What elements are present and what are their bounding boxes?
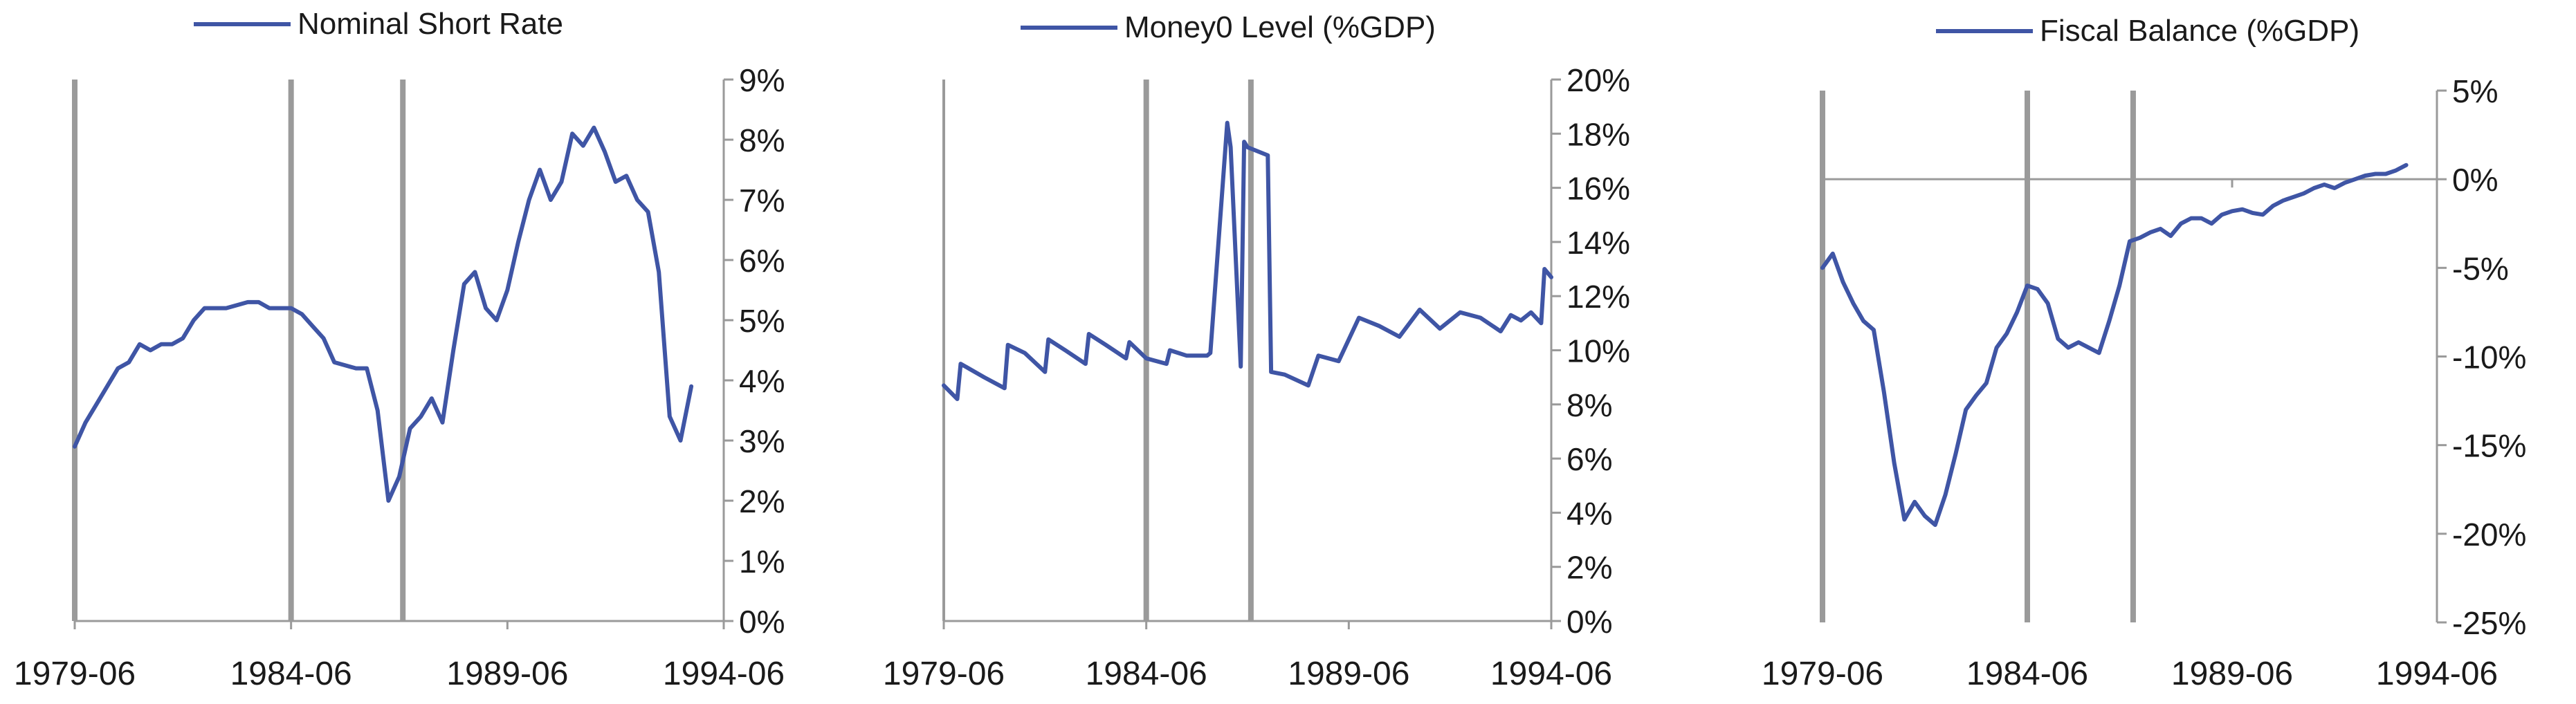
x-tick-label: 1989-06 (2171, 656, 2293, 692)
panel-fiscal-balance: Fiscal Balance (%GDP) -25% -20% -15% -10% -5%… (1762, 14, 2526, 692)
panel-money0-level: Money0 Level (%GDP) 0% 2% 4% 6% 8% 10% 12% 14% 16… (883, 10, 1630, 692)
series-line-fiscal-balance-gdp (1820, 163, 2409, 527)
y-tick-label: 2% (739, 483, 785, 519)
x-tick-label: 1989-06 (446, 656, 568, 692)
y-tick-label: 7% (739, 183, 785, 219)
y-tick-label: 8% (739, 122, 785, 158)
y-tick-label: 6% (1566, 441, 1612, 477)
x-tick-label: 1994-06 (1490, 656, 1612, 692)
series-line-nominal-short-rate (73, 125, 694, 503)
y-tick-label: 0% (2452, 162, 2498, 198)
y-tick-label: 9% (739, 62, 785, 98)
x-tick-label: 1979-06 (14, 656, 136, 692)
x-tick-label: 1984-06 (1966, 656, 2088, 692)
y-tick-label: -5% (2452, 250, 2509, 286)
y-tick-label: -10% (2452, 340, 2526, 376)
y-tick-label: 5% (2452, 73, 2498, 109)
legend-label: Fiscal Balance (%GDP) (2040, 14, 2359, 48)
y-tick-label: 18% (1566, 116, 1630, 152)
legend: Fiscal Balance (%GDP) (1936, 14, 2359, 48)
legend: Nominal Short Rate (194, 7, 563, 41)
y-tick-label: -15% (2452, 428, 2526, 464)
y-tick-label: -20% (2452, 517, 2526, 553)
y-tick-label: 16% (1566, 171, 1630, 207)
y-tick-label: 8% (1566, 387, 1612, 423)
y-tick-label: 5% (739, 303, 785, 339)
y-tick-label: 0% (1566, 604, 1612, 640)
y-tick-label: 1% (739, 544, 785, 580)
y-tick-label: 4% (1566, 495, 1612, 531)
y-tick-label: 14% (1566, 225, 1630, 261)
x-tick-label: 1989-06 (1288, 656, 1409, 692)
x-tick-label: 1994-06 (663, 656, 785, 692)
x-tick-label: 1984-06 (1086, 656, 1207, 692)
y-tick-label: 6% (739, 243, 785, 279)
series-line-money0-level-gdp (942, 120, 1553, 401)
y-tick-label: 4% (739, 363, 785, 399)
y-tick-label: 2% (1566, 550, 1612, 586)
x-tick-label: 1979-06 (1762, 656, 1883, 692)
x-tick-label: 1994-06 (2376, 656, 2498, 692)
panel-nominal-short-rate: Nominal Short Rate 0% 1% 2% 3% 4% 5% 6% 7% 8% 9% 19… (14, 7, 785, 692)
y-tick-label: 0% (739, 604, 785, 640)
x-tick-label: 1984-06 (230, 656, 352, 692)
x-tick-label: 1979-06 (883, 656, 1005, 692)
y-tick-label: 3% (739, 423, 785, 459)
legend: Money0 Level (%GDP) (1021, 10, 1436, 44)
legend-label: Money0 Level (%GDP) (1124, 10, 1436, 44)
y-tick-label: 12% (1566, 279, 1630, 315)
legend-label: Nominal Short Rate (298, 7, 563, 41)
y-tick-label: 10% (1566, 333, 1630, 369)
y-tick-label: -25% (2452, 605, 2526, 641)
y-tick-label: 20% (1566, 62, 1630, 98)
